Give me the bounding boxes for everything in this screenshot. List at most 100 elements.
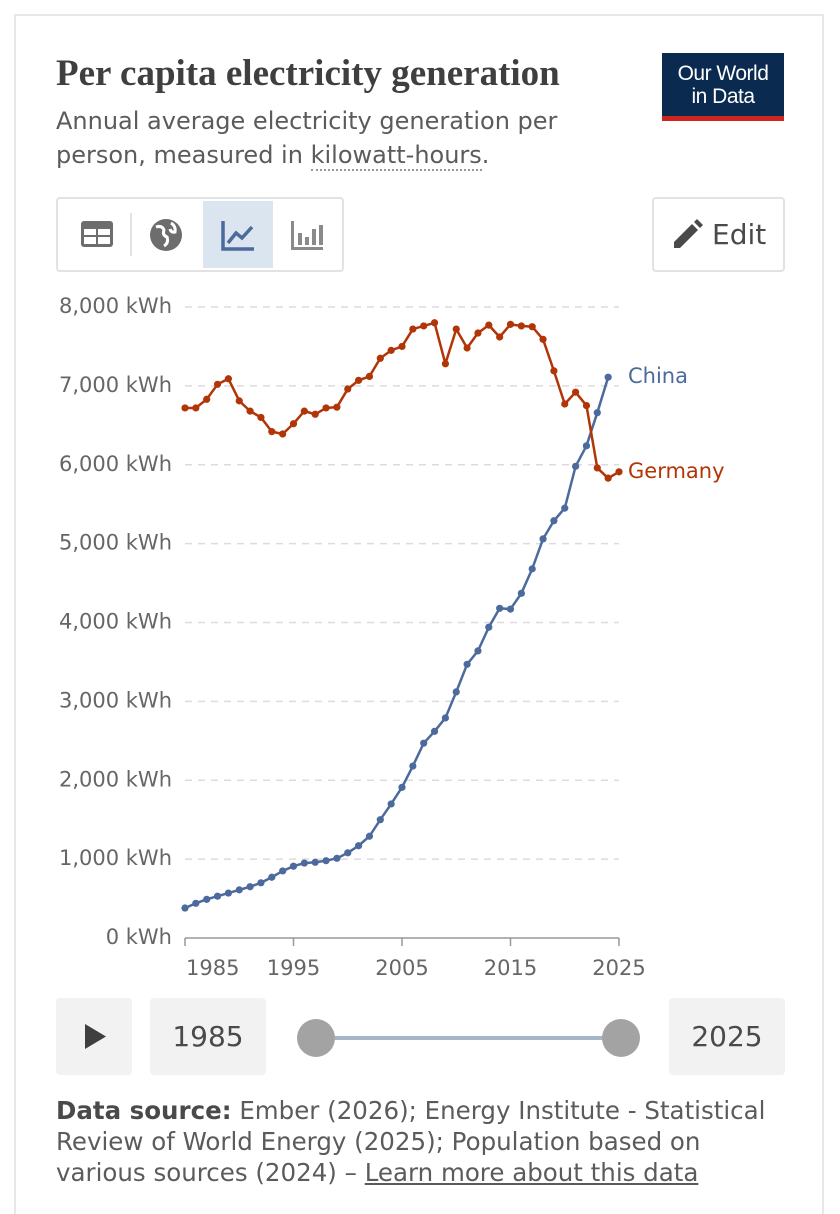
data-point <box>441 714 449 722</box>
series-label: China <box>628 364 688 388</box>
data-point <box>289 420 298 428</box>
data-point <box>506 320 515 328</box>
data-point <box>517 322 525 330</box>
data-point <box>398 783 406 791</box>
data-point <box>235 886 243 894</box>
x-tick-label: 2025 <box>592 956 645 980</box>
data-point <box>593 409 601 417</box>
subtitle-text: Annual average electricity generation pe… <box>56 107 558 169</box>
data-point <box>398 342 406 351</box>
play-button[interactable] <box>56 998 132 1075</box>
data-point <box>311 858 319 866</box>
data-point <box>496 333 504 341</box>
data-point <box>593 464 601 472</box>
y-tick-label: 6,000 kWh <box>59 452 172 476</box>
data-point <box>452 325 460 333</box>
series-label: Germany <box>628 459 725 483</box>
learn-more-link[interactable]: Learn more about this data <box>364 1158 699 1187</box>
data-point <box>582 442 591 450</box>
data-point <box>496 604 504 612</box>
x-tick-label: 1995 <box>267 956 320 980</box>
data-point <box>485 623 493 631</box>
data-point <box>561 400 569 408</box>
logo-line: Our World <box>677 62 769 85</box>
data-point <box>311 410 319 418</box>
edit-label: Edit <box>712 218 767 251</box>
data-point <box>289 862 298 870</box>
y-tick-label: 2,000 kWh <box>59 767 172 791</box>
data-point <box>322 404 330 412</box>
data-point <box>192 899 200 907</box>
data-point <box>192 404 200 412</box>
data-point <box>333 403 341 411</box>
data-point <box>387 346 395 354</box>
card <box>14 14 824 1214</box>
y-tick-label: 5,000 kWh <box>59 531 172 555</box>
data-point <box>452 688 460 696</box>
source-label: Data source: <box>56 1096 232 1125</box>
data-point <box>181 904 189 912</box>
x-tick-label: 2005 <box>375 956 428 980</box>
line-icon[interactable] <box>221 221 254 251</box>
subtitle: Annual average electricity generation pe… <box>56 104 616 172</box>
data-point <box>550 367 558 375</box>
subtitle-text: . <box>481 141 490 169</box>
bar-icon[interactable] <box>291 221 323 250</box>
data-point <box>365 372 374 381</box>
data-point <box>213 380 222 388</box>
data-point <box>604 474 612 482</box>
data-point <box>615 468 623 476</box>
data-point <box>409 325 417 333</box>
data-point <box>561 504 569 512</box>
data-point <box>430 319 439 327</box>
data-point <box>355 842 363 850</box>
map-icon[interactable] <box>150 219 182 251</box>
data-point <box>224 889 232 897</box>
data-point <box>430 727 439 735</box>
data-point <box>463 660 471 668</box>
data-point <box>203 895 211 903</box>
data-point <box>213 892 222 900</box>
data-point <box>420 739 428 747</box>
data-point <box>322 857 330 865</box>
data-point <box>376 354 384 362</box>
source-text: Ember (2026); Energy Institute - Statist… <box>56 1096 766 1187</box>
data-point <box>257 413 265 422</box>
data-point <box>539 335 547 343</box>
data-point <box>235 397 243 405</box>
data-point <box>485 321 493 329</box>
y-tick-label: 8,000 kWh <box>59 294 172 318</box>
data-point <box>257 879 265 887</box>
logo[interactable]: Our World in Data <box>662 53 784 121</box>
data-point <box>344 849 352 857</box>
data-point <box>506 605 515 613</box>
chart: 0 kWh 1,000 kWh 2,000 kWh 3,000 kWh 4,000 kW… <box>59 294 725 980</box>
data-point <box>604 373 612 381</box>
data-point <box>203 395 211 403</box>
timeline-end[interactable]: 2025 <box>669 998 785 1075</box>
y-tick-label: 4,000 kWh <box>59 610 172 634</box>
y-tick-label: 3,000 kWh <box>59 688 172 712</box>
data-point <box>517 589 525 597</box>
data-point <box>474 647 482 655</box>
data-point <box>376 816 384 824</box>
data-point <box>333 854 341 862</box>
data-point <box>582 401 591 410</box>
data-point <box>355 376 363 384</box>
edit-button[interactable]: Edit <box>652 197 785 272</box>
subtitle-link[interactable]: kilowatt-hours <box>310 141 482 171</box>
toolbar-icons <box>81 201 323 268</box>
table-icon[interactable] <box>81 221 113 247</box>
data-point <box>572 462 580 470</box>
toolbar <box>56 197 344 272</box>
data-point <box>474 329 482 337</box>
y-tick-label: 1,000 kWh <box>59 846 172 870</box>
data-point <box>550 517 558 525</box>
play-icon <box>85 1024 106 1049</box>
data-point <box>420 322 428 330</box>
data-point <box>387 800 395 808</box>
timeline-start[interactable]: 1985 <box>150 998 266 1075</box>
data-point <box>181 404 189 412</box>
edit-icon <box>674 219 703 248</box>
